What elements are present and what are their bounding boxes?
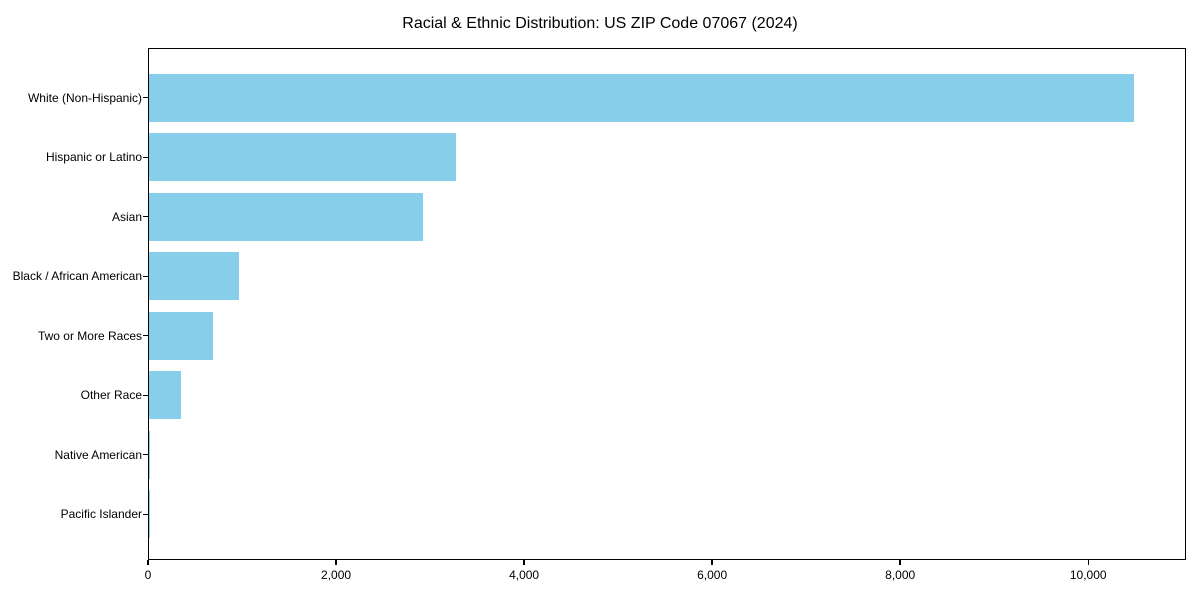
bar-asian	[149, 192, 423, 241]
x-tick-label: 10,000	[1069, 568, 1107, 582]
y-tick-label: Black / African American	[12, 269, 142, 284]
chart-title: Racial & Ethnic Distribution: US ZIP Cod…	[402, 15, 798, 32]
y-axis-tick	[143, 97, 148, 99]
bar-native-american	[149, 430, 151, 479]
y-axis-tick	[143, 513, 148, 515]
x-axis-tick	[711, 560, 713, 565]
bar-other-race	[149, 371, 181, 420]
x-axis-tick	[1087, 560, 1089, 565]
x-tick-label: 6,000	[697, 568, 728, 582]
y-axis-tick	[143, 275, 148, 277]
y-tick-label: Two or More Races	[37, 328, 142, 343]
y-tick-label: Other Race	[80, 388, 142, 403]
x-tick-label: 2,000	[321, 568, 352, 582]
y-tick-label: Hispanic or Latino	[45, 150, 142, 165]
x-axis-tick	[147, 560, 149, 565]
bar-hispanic-or-latino	[149, 133, 457, 182]
y-axis-tick	[143, 216, 148, 218]
x-axis-tick	[335, 560, 337, 565]
bar-pacific-islander	[149, 490, 150, 539]
y-tick-label: Native American	[54, 447, 142, 462]
y-tick-label: Pacific Islander	[60, 507, 142, 522]
y-axis-tick	[143, 394, 148, 396]
x-tick-label: 8,000	[885, 568, 916, 582]
bar-two-or-more-races	[149, 311, 213, 360]
bar-black-african-american	[149, 252, 240, 301]
bars-layer	[149, 49, 1185, 559]
y-tick-label: Asian	[111, 209, 142, 224]
y-axis-tick	[143, 335, 148, 337]
x-tick-label: 0	[144, 568, 152, 582]
x-tick-label: 4,000	[509, 568, 540, 582]
x-axis-tick	[899, 560, 901, 565]
y-tick-label: White (Non-Hispanic)	[27, 90, 142, 105]
x-axis-tick	[523, 560, 525, 565]
y-axis-tick	[143, 454, 148, 456]
bar-white-non-hispanic	[149, 73, 1135, 122]
y-axis-tick	[143, 156, 148, 158]
